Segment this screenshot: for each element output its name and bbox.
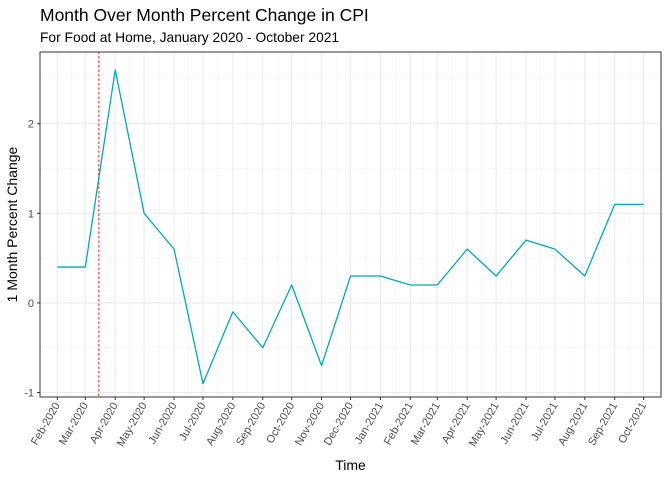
x-tick-label: Apr-2021 [440, 401, 473, 446]
data-point [114, 68, 117, 71]
x-tick-label: Oct-2021 [616, 401, 649, 446]
series-group [56, 68, 645, 385]
grid [40, 52, 661, 397]
data-point [56, 265, 59, 268]
y-tick-label: -1 [24, 388, 34, 400]
x-tick-label: Apr-2020 [88, 401, 121, 446]
x-tick-label: Dec-2020 [322, 401, 356, 448]
data-point [320, 364, 323, 367]
data-point [642, 203, 645, 206]
y-tick-label: 0 [28, 298, 34, 310]
y-tick-label: 1 [28, 208, 34, 220]
y-axis: -1 0 1 2 [24, 119, 40, 400]
x-tick-label: Sep-2021 [586, 401, 620, 448]
data-point [466, 248, 469, 251]
data-point [613, 203, 616, 206]
data-point [261, 346, 264, 349]
chart-subtitle: For Food at Home, January 2020 - October… [40, 30, 339, 45]
x-tick-label: Jul-2021 [529, 401, 560, 444]
x-tick-label: Oct-2020 [264, 401, 297, 446]
x-tick-label: Jun-2020 [146, 401, 179, 447]
data-point [379, 274, 382, 277]
x-tick-label: Aug-2021 [556, 401, 590, 448]
data-point [231, 310, 234, 313]
x-tick-label: Sep-2020 [234, 401, 268, 448]
data-point [201, 382, 204, 385]
data-point [524, 239, 527, 242]
x-tick-label: Aug-2020 [204, 401, 238, 448]
data-point [495, 274, 498, 277]
data-point [553, 248, 556, 251]
x-axis: Feb-2020Mar-2020Apr-2020May-2020Jun-2020… [29, 397, 649, 449]
y-axis-title: 1 Month Percent Change [4, 146, 20, 302]
data-point [143, 212, 146, 215]
chart-title: Month Over Month Percent Change in CPI [40, 5, 369, 25]
data-point [436, 283, 439, 286]
x-axis-title: Time [335, 457, 366, 473]
y-tick-label: 2 [28, 119, 34, 131]
data-point [172, 248, 175, 251]
x-tick-label: Jun-2021 [498, 401, 531, 447]
data-point [349, 274, 352, 277]
x-tick-label: Jan-2021 [353, 401, 386, 447]
data-point [84, 265, 87, 268]
x-tick-label: May-2021 [467, 401, 502, 449]
x-tick-label: Jul-2020 [177, 401, 208, 444]
x-tick-label: May-2020 [115, 401, 150, 449]
data-point [409, 283, 412, 286]
data-point [583, 274, 586, 277]
series-line [57, 69, 644, 385]
data-point [290, 283, 293, 286]
